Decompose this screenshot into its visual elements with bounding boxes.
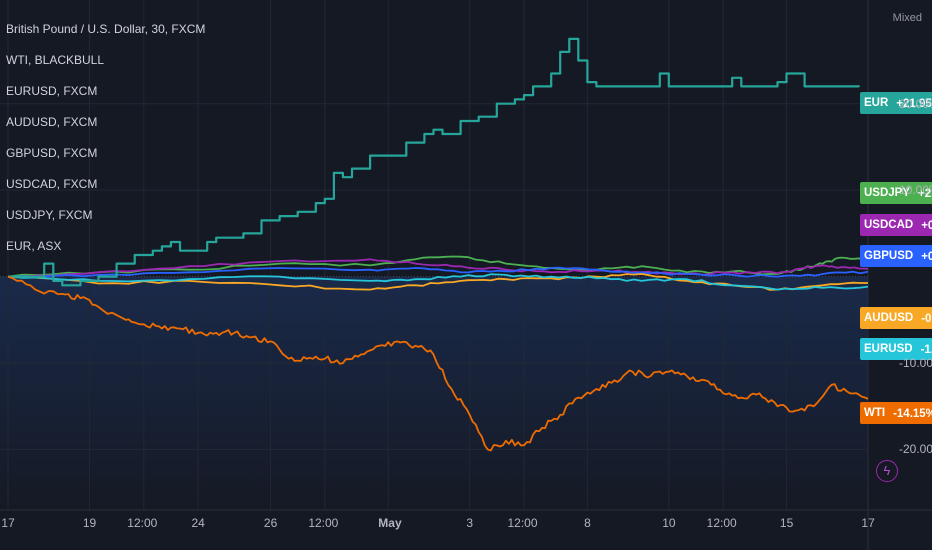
tag-value: -1.16% — [916, 338, 932, 360]
tag-value: +0.56% — [917, 245, 932, 267]
legend-item-gbpusd[interactable]: GBPUSD, FXCM — [6, 146, 98, 160]
y-tick-label: -20.00% — [899, 442, 932, 457]
x-tick-label: 17 — [861, 516, 875, 530]
last-value-tag-wti[interactable]: WTI -14.15% — [860, 402, 932, 424]
scale-mode-label[interactable]: Mixed — [892, 12, 922, 24]
y-tick-label: -10.00% — [899, 356, 932, 371]
x-tick-label: 26 — [263, 516, 278, 530]
last-value-tag-usdcad[interactable]: USDCAD+0.90% — [860, 214, 932, 236]
series-line-wti — [7, 275, 869, 452]
lightning-bolt-icon[interactable]: ϟ — [876, 460, 898, 482]
last-value-tag-usdjpy[interactable]: USDJPY+2.03% — [860, 182, 932, 204]
legend-item-eur-asx[interactable]: EUR, ASX — [6, 239, 62, 253]
x-tick-label: 15 — [779, 516, 794, 530]
series-line-eur — [8, 37, 860, 287]
x-tick-label: 12:00 — [308, 516, 339, 530]
tag-value: +0.90% — [917, 214, 932, 236]
y-tick-label: 20.00% — [899, 96, 932, 111]
legend-item-audusd[interactable]: AUDUSD, FXCM — [6, 115, 98, 129]
series-line-eurusd — [7, 273, 869, 291]
series-line-gbpusd — [7, 266, 869, 278]
last-value-tag-eur[interactable]: EUR+21.95% — [860, 92, 932, 114]
chart-title[interactable]: British Pound / U.S. Dollar, 30, FXCM — [6, 22, 206, 36]
tag-value: -0.74% — [917, 307, 932, 329]
x-tick-label: 19 — [82, 516, 97, 530]
x-tick-label: 17 — [1, 516, 15, 530]
tag-symbol: AUDUSD — [860, 307, 918, 329]
negative-area-background — [0, 276, 868, 510]
x-tick-label: 24 — [191, 516, 205, 530]
x-tick-label: 8 — [584, 516, 591, 530]
x-tick-label: 12:00 — [127, 516, 158, 530]
last-value-tag-audusd[interactable]: AUDUSD-0.74% — [860, 307, 932, 329]
tag-symbol: WTI — [860, 402, 890, 424]
x-tick-label: 3 — [466, 516, 474, 530]
last-value-tag-eurusd[interactable]: EURUSD-1.16% — [860, 338, 932, 360]
tag-symbol: EURUSD — [860, 338, 917, 360]
legend-item-eurusd[interactable]: EURUSD, FXCM — [6, 84, 98, 98]
x-tick-label: 12:00 — [507, 516, 538, 530]
series-line-usdcad — [7, 258, 869, 278]
y-tick-label: 10.00% — [899, 183, 932, 198]
legend-item-usdjpy[interactable]: USDJPY, FXCM — [6, 208, 93, 222]
tag-symbol: EUR — [860, 92, 893, 114]
legend-item-wti[interactable]: WTI, BLACKBULL — [6, 53, 105, 67]
tag-value: +21.95% — [892, 92, 932, 114]
x-tick-label: 10 — [662, 516, 676, 530]
x-tick-label: May — [378, 516, 402, 530]
x-tick-label: 12:00 — [706, 516, 737, 530]
legend-item-usdcad[interactable]: USDCAD, FXCM — [6, 177, 98, 191]
tag-symbol: GBPUSD — [860, 245, 918, 267]
last-value-tag-gbpusd[interactable]: GBPUSD+0.56% — [860, 245, 932, 267]
tag-value: +2.03% — [914, 182, 932, 204]
tag-symbol: USDCAD — [860, 214, 918, 236]
tag-symbol: USDJPY — [860, 182, 915, 204]
tag-value: -14.15% — [889, 402, 932, 424]
